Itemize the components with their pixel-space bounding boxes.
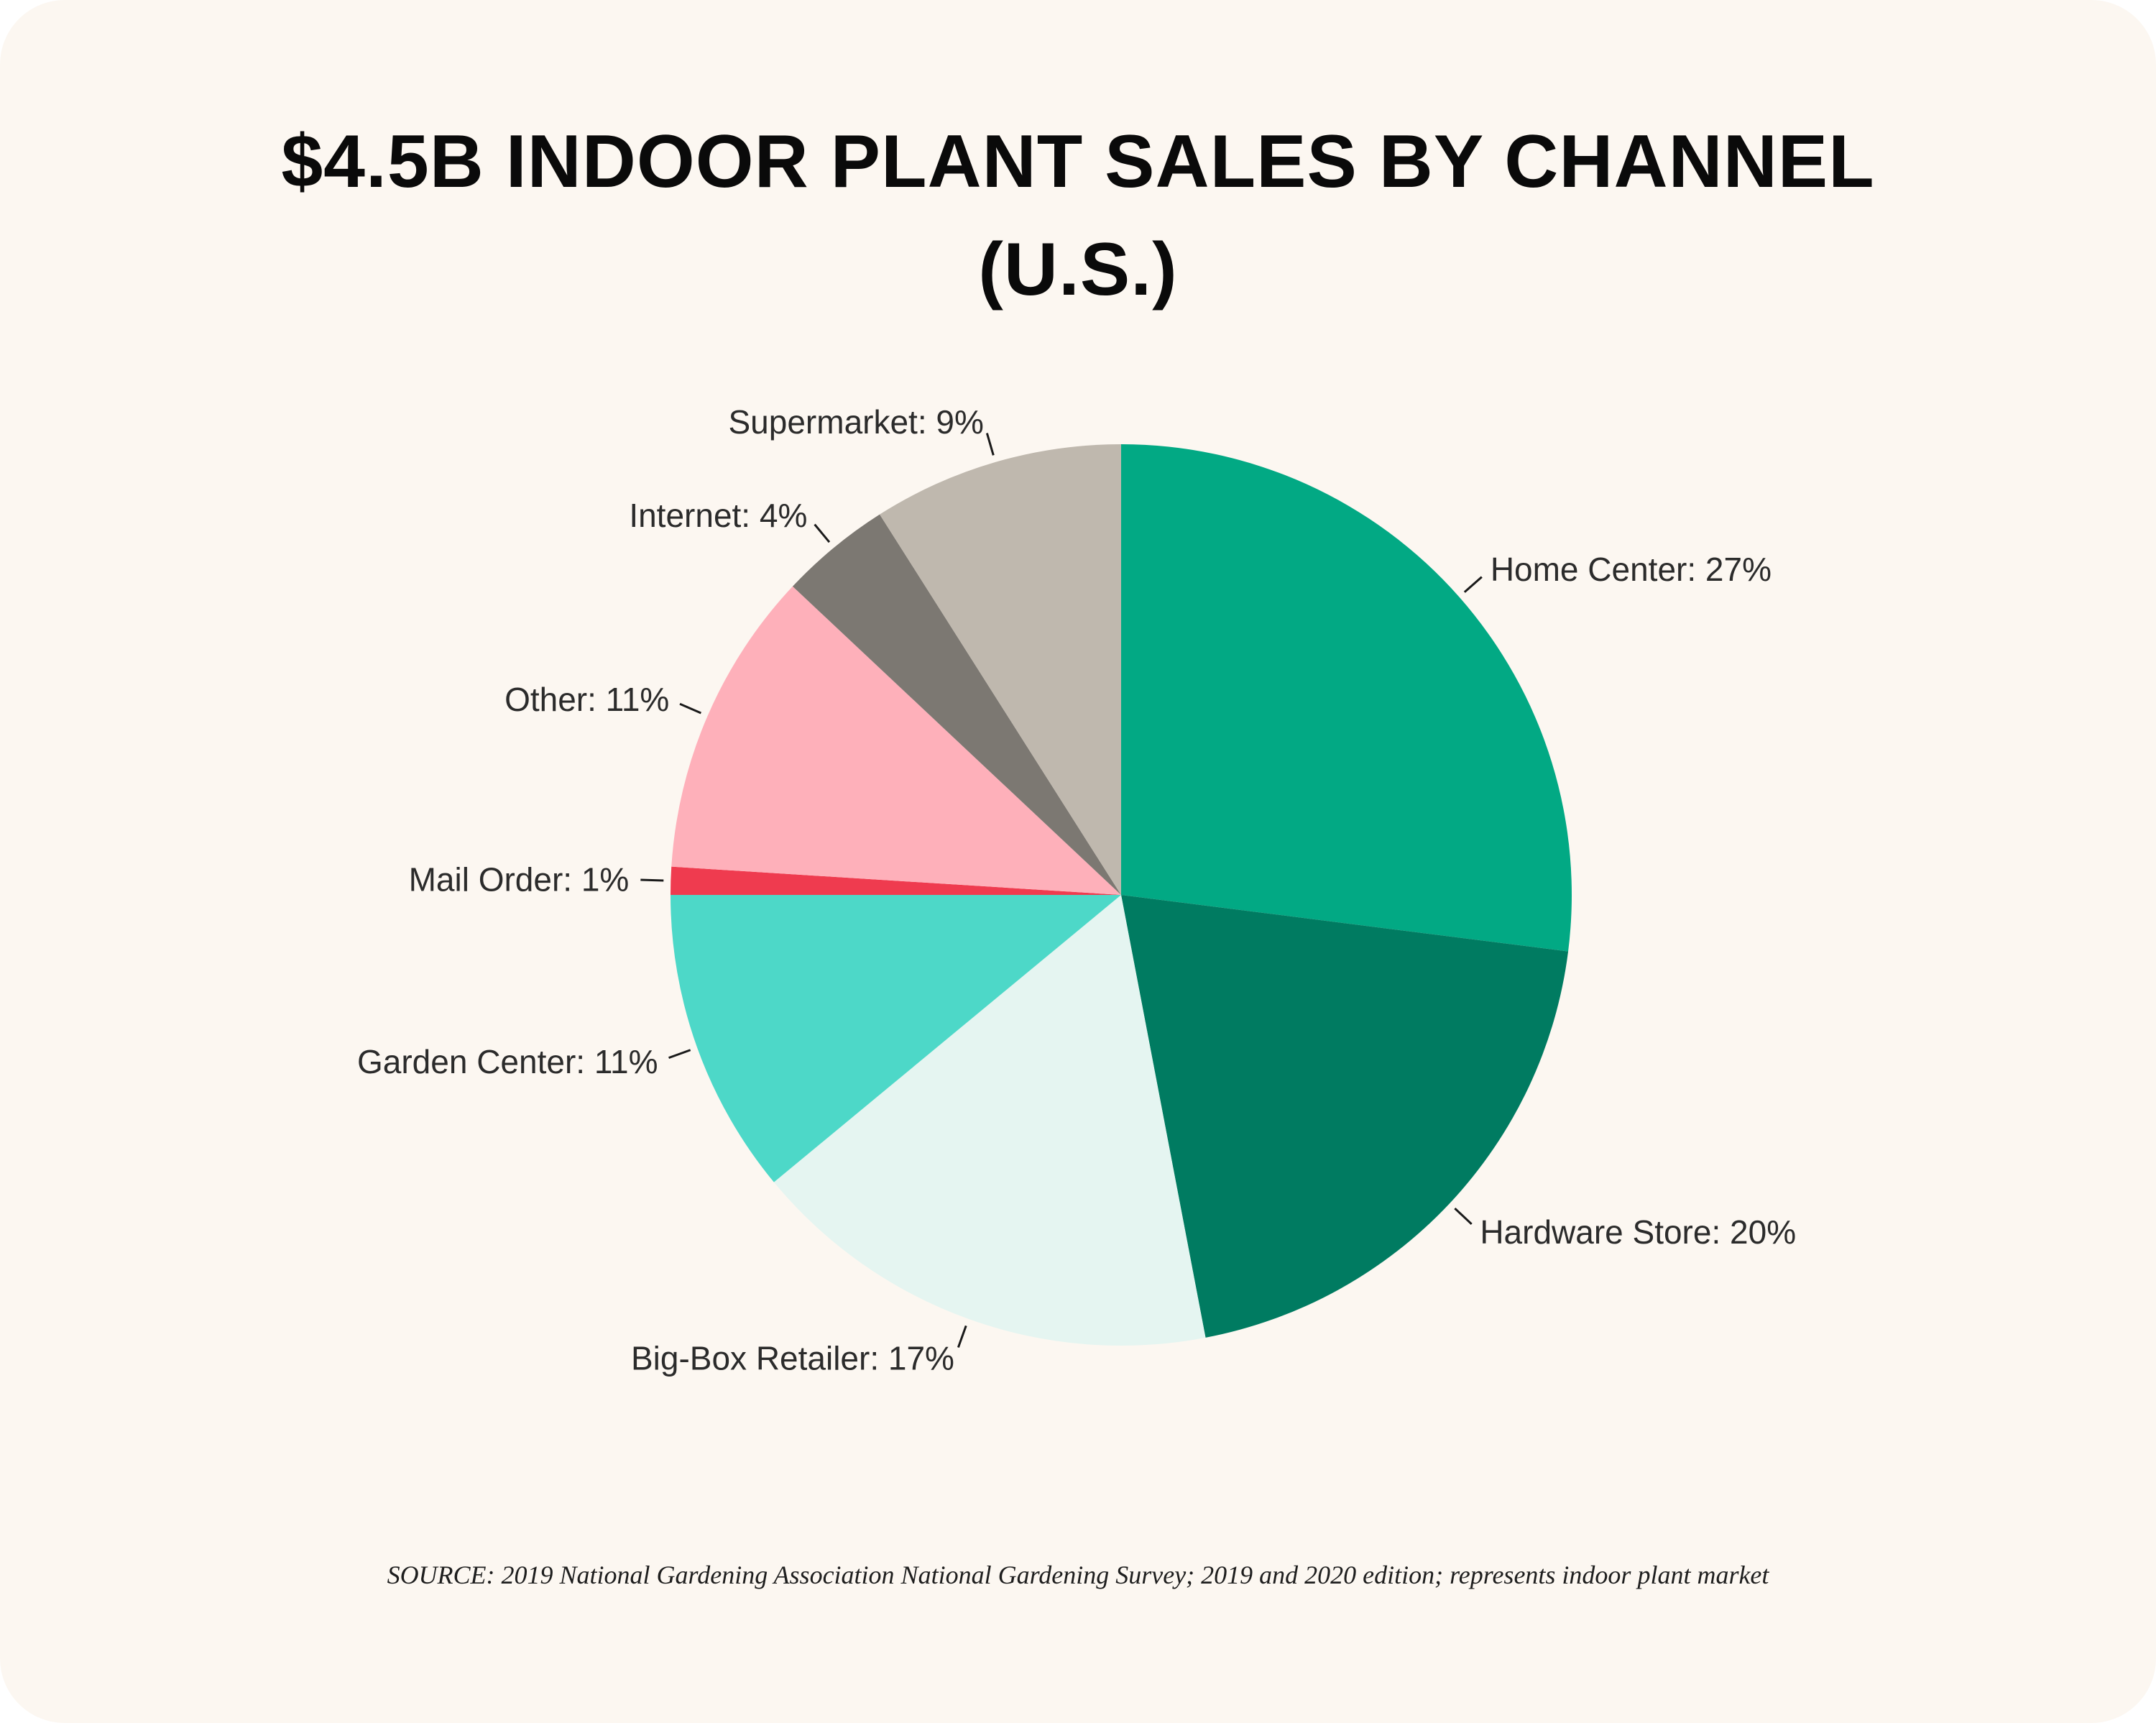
pie-slice-mail-order [671, 866, 1121, 895]
slice-label-hardware-store: Hardware Store: 20% [1480, 1213, 1796, 1251]
chart-title-line-1: $4.5B INDOOR PLANT SALES BY CHANNEL [281, 120, 1875, 203]
leader-line-garden-center [668, 1049, 691, 1060]
pie-slice-garden-center [671, 895, 1121, 1182]
chart-title: $4.5B INDOOR PLANT SALES BY CHANNEL (U.S… [0, 108, 2156, 323]
slice-label-home-center: Home Center: 27% [1491, 551, 1772, 588]
pie-slice-big-box-retailer [773, 895, 1206, 1346]
slice-label-garden-center: Garden Center: 11% [357, 1043, 658, 1080]
pie-slice-hardware-store [1121, 895, 1569, 1338]
pie-slice-supermarket [880, 444, 1121, 895]
leader-line-home-center [1463, 576, 1483, 593]
source-note: SOURCE: 2019 National Gardening Associat… [387, 1561, 1769, 1589]
slice-label-supermarket: Supermarket: 9% [729, 403, 984, 441]
leader-line-big-box-retailer [957, 1325, 967, 1348]
leader-line-mail-order [640, 878, 664, 882]
leader-line-hardware-store [1454, 1207, 1473, 1226]
leader-line-other [679, 702, 701, 715]
slice-label-mail-order: Mail Order: 1% [409, 860, 630, 898]
chart-title-line-2: (U.S.) [978, 228, 1178, 311]
slice-label-other: Other: 11% [505, 681, 669, 718]
slice-label-big-box-retailer: Big-Box Retailer: 17% [631, 1340, 954, 1377]
pie-slice-internet [792, 514, 1121, 895]
pie-slice-home-center [1121, 444, 1572, 952]
leader-line-internet [814, 523, 831, 543]
leader-line-supermarket [985, 433, 995, 456]
pie-slice-other [671, 586, 1121, 895]
slice-label-internet: Internet: 4% [629, 497, 807, 534]
